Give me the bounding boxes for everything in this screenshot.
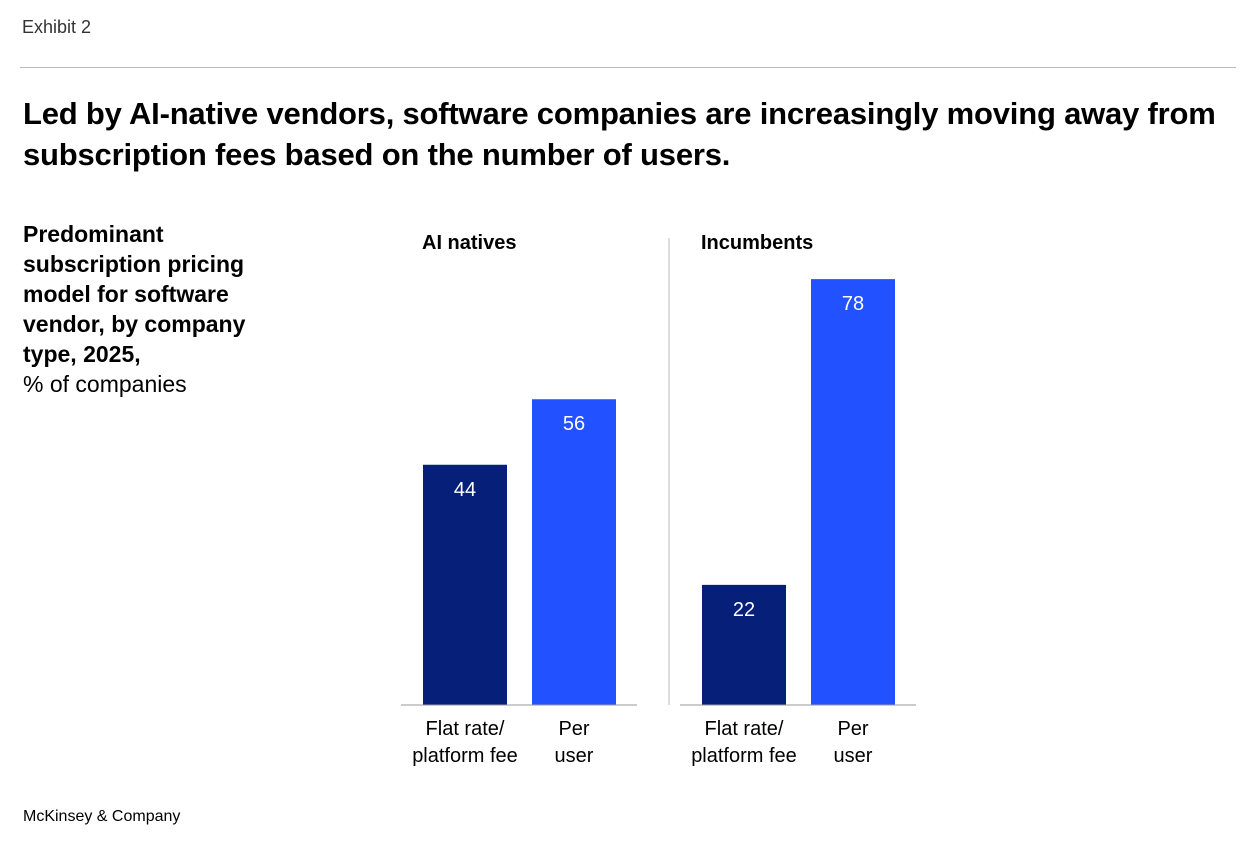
group-label: Incumbents	[701, 232, 813, 254]
data-label: 22	[733, 599, 755, 621]
divider	[20, 67, 1236, 68]
category-label: platform fee	[691, 745, 797, 767]
chart-subtitle: Predominant subscription pricing model f…	[23, 219, 283, 399]
category-label: Per	[558, 718, 589, 740]
bar	[702, 584, 786, 705]
exhibit-label: Exhibit 2	[22, 17, 92, 37]
category-label: user	[555, 745, 594, 767]
subtitle-main: Predominant subscription pricing model f…	[23, 221, 246, 367]
chart-title: Led by AI-native vendors, software compa…	[23, 96, 1216, 172]
bar	[811, 279, 895, 705]
bar	[532, 399, 616, 705]
data-label: 44	[454, 479, 476, 501]
data-label: 56	[563, 413, 585, 435]
category-label: Flat rate/	[705, 718, 784, 740]
brand-logo: McKinsey & Company	[23, 808, 181, 825]
category-label: user	[834, 745, 873, 767]
bar	[423, 464, 507, 705]
data-label: 78	[842, 293, 864, 315]
category-label: Flat rate/	[426, 718, 505, 740]
category-label: Per	[837, 718, 868, 740]
group-label: AI natives	[422, 232, 516, 254]
category-label: platform fee	[412, 745, 518, 767]
subtitle-unit: % of companies	[23, 371, 187, 397]
